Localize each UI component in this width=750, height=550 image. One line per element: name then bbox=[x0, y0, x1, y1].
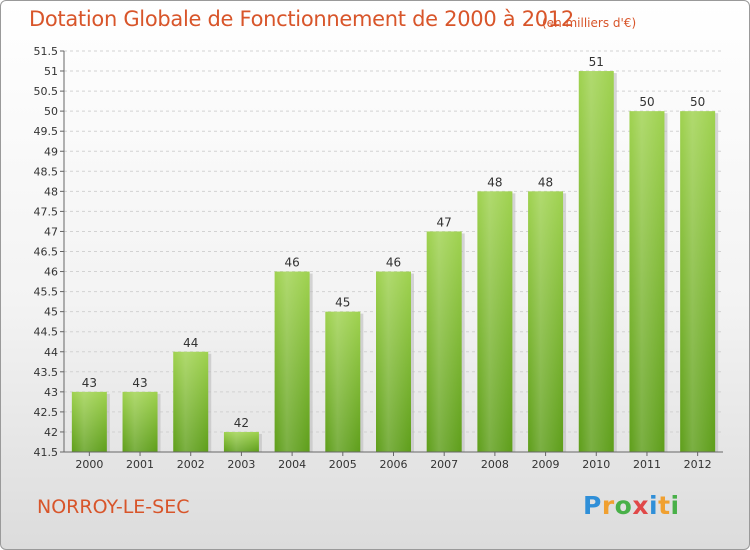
x-tick-label: 2002 bbox=[177, 458, 205, 471]
y-tick-label: 42.5 bbox=[34, 406, 59, 419]
bar-highlight bbox=[173, 351, 209, 452]
bar-highlight bbox=[325, 311, 361, 452]
y-tick-label: 46 bbox=[44, 266, 58, 279]
proxiti-logo: Proxiti bbox=[583, 491, 680, 520]
bar-highlight bbox=[680, 111, 716, 453]
bar-highlight bbox=[274, 271, 310, 452]
y-tick-label: 44 bbox=[44, 346, 58, 359]
y-tick-label: 50 bbox=[44, 105, 58, 118]
x-tick-label: 2006 bbox=[380, 458, 408, 471]
bar-chart: 41.5 42 42.5 43 43.5 44 44.5 45 45.5 46 46.5 47 47.5… bbox=[34, 45, 723, 471]
logo-letter: i bbox=[670, 491, 680, 520]
x-tick-label: 2005 bbox=[329, 458, 357, 471]
x-tick-label: 2011 bbox=[633, 458, 661, 471]
x-tick-label: 2000 bbox=[75, 458, 103, 471]
bar-value-label: 46 bbox=[386, 256, 401, 270]
x-tick-label: 2007 bbox=[430, 458, 458, 471]
bar-value-label: 50 bbox=[639, 95, 654, 109]
bar-value-label: 42 bbox=[234, 416, 249, 430]
bar-highlight bbox=[71, 391, 107, 452]
bar-value-label: 43 bbox=[82, 376, 97, 390]
y-tick-label: 48.5 bbox=[34, 165, 59, 178]
y-tick-label: 51 bbox=[44, 65, 58, 78]
y-tick-label: 43 bbox=[44, 386, 58, 399]
y-tick-label: 49 bbox=[44, 145, 58, 158]
logo-letter: i bbox=[649, 491, 659, 520]
y-tick-label: 47.5 bbox=[34, 205, 59, 218]
bar-highlight bbox=[477, 191, 513, 452]
x-tick-label: 2009 bbox=[532, 458, 560, 471]
logo-letter: x bbox=[632, 491, 649, 520]
y-tick-label: 47 bbox=[44, 225, 58, 238]
bar-highlight bbox=[528, 191, 564, 452]
bar-highlight bbox=[426, 231, 462, 452]
bar-highlight bbox=[223, 431, 259, 452]
chart-title: Dotation Globale de Fonctionnement de 20… bbox=[29, 7, 574, 31]
bar-highlight bbox=[376, 271, 411, 452]
bar-value-label: 50 bbox=[690, 95, 705, 109]
x-tick-label: 2003 bbox=[227, 458, 255, 471]
y-tick-label: 50.5 bbox=[34, 85, 59, 98]
y-tick-label: 49.5 bbox=[34, 125, 59, 138]
bar-value-label: 48 bbox=[487, 175, 502, 189]
logo-letter: r bbox=[601, 491, 615, 520]
x-tick-label: 2001 bbox=[126, 458, 154, 471]
bar-value-label: 47 bbox=[437, 215, 452, 229]
y-tick-label: 41.5 bbox=[34, 446, 59, 459]
x-tick-label: 2004 bbox=[278, 458, 306, 471]
y-tick-label: 44.5 bbox=[34, 326, 59, 339]
chart-subtitle: (en milliers d'€) bbox=[542, 16, 637, 30]
bar-value-label: 46 bbox=[284, 256, 299, 270]
bar-highlight bbox=[578, 71, 614, 453]
bar-highlight bbox=[629, 111, 665, 453]
logo-letter: P bbox=[583, 491, 602, 520]
y-tick-label: 45 bbox=[44, 306, 58, 319]
bar-value-label: 51 bbox=[589, 55, 604, 69]
bar-highlight bbox=[122, 391, 158, 452]
bar-value-label: 43 bbox=[132, 376, 147, 390]
y-tick-label: 46.5 bbox=[34, 246, 59, 259]
x-tick-label: 2012 bbox=[684, 458, 712, 471]
logo-letter: o bbox=[614, 491, 633, 520]
y-tick-label: 42 bbox=[44, 426, 58, 439]
y-tick-label: 48 bbox=[44, 185, 58, 198]
logo-letter: t bbox=[658, 491, 671, 520]
bar-value-label: 44 bbox=[183, 336, 198, 350]
commune-name: NORROY-LE-SEC bbox=[37, 496, 190, 518]
y-tick-label: 45.5 bbox=[34, 286, 59, 299]
x-tick-label: 2010 bbox=[582, 458, 610, 471]
y-tick-label: 43.5 bbox=[34, 366, 59, 379]
bar-value-label: 45 bbox=[335, 296, 350, 310]
bar-value-label: 48 bbox=[538, 175, 553, 189]
x-tick-label: 2008 bbox=[481, 458, 509, 471]
y-tick-label: 51.5 bbox=[34, 45, 59, 58]
